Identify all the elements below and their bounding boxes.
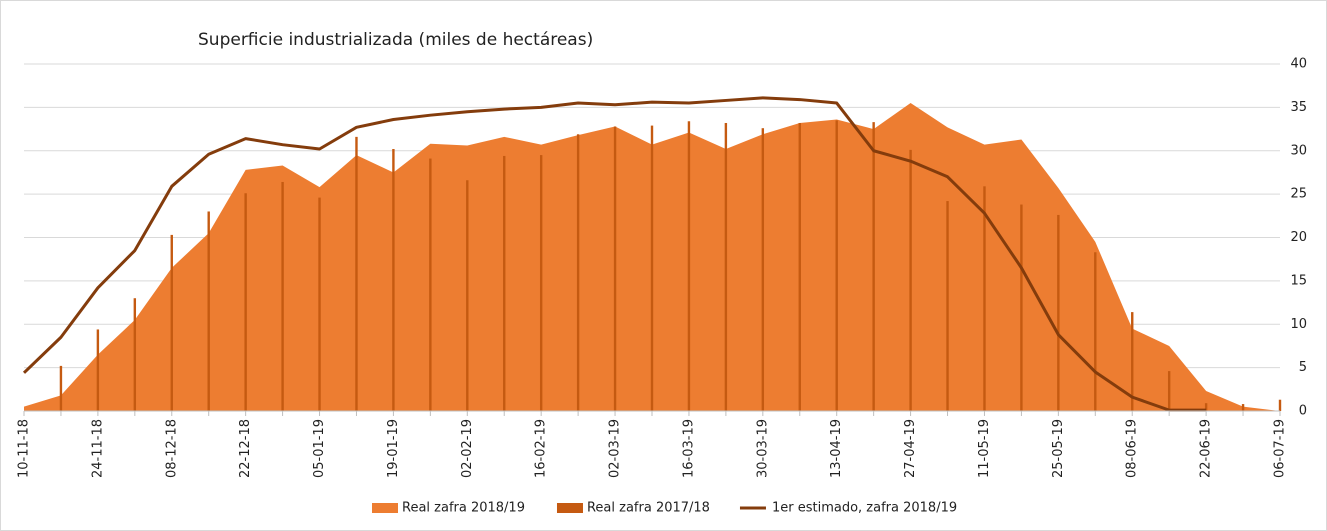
x-tick-label: 25-05-19 (1051, 419, 1066, 478)
bar (1057, 214, 1060, 411)
bar (429, 158, 432, 411)
bar (1131, 312, 1134, 411)
y-tick-label: 15 (1290, 273, 1307, 288)
x-tick-label: 11-05-19 (977, 419, 992, 478)
bar (244, 193, 247, 411)
legend-label: 1er estimado, zafra 2018/19 (772, 501, 957, 516)
bar (392, 149, 395, 411)
bar (96, 329, 100, 411)
x-tick-label: 16-02-19 (534, 419, 549, 478)
bar (466, 180, 469, 411)
bar (318, 197, 321, 411)
legend-swatch (372, 503, 398, 513)
bar (724, 122, 728, 412)
x-tick-label: 02-02-19 (460, 419, 475, 478)
bar (687, 121, 691, 411)
y-tick-label: 35 (1290, 100, 1307, 115)
bar (503, 155, 506, 411)
y-tick-label: 20 (1290, 230, 1307, 245)
bar (946, 201, 949, 411)
bar (872, 122, 875, 411)
x-tick-label: 05-01-19 (312, 419, 327, 478)
bar (170, 234, 173, 411)
bar (1278, 399, 1282, 411)
x-tick-label: 08-12-18 (164, 419, 179, 478)
x-tick-label: 19-01-19 (386, 419, 401, 478)
legend: Real zafra 2018/19 Real zafra 2017/18 1er … (372, 501, 957, 516)
bar (281, 181, 284, 411)
x-tick-label: 16-03-19 (681, 419, 696, 478)
legend-label: Real zafra 2017/18 (587, 501, 710, 516)
bar (207, 211, 210, 411)
bar (133, 298, 137, 411)
y-tick-label: 30 (1290, 143, 1307, 158)
bar (1094, 252, 1097, 411)
bar (909, 149, 912, 411)
bar (1204, 403, 1208, 411)
y-tick-label: 10 (1290, 317, 1307, 332)
y-tick-label: 5 (1299, 360, 1307, 375)
x-tick-label: 08-06-19 (1125, 419, 1140, 478)
x-tick-label: 10-11-18 (17, 419, 32, 478)
x-tick-label: 22-06-19 (1199, 419, 1214, 478)
legend-swatch (556, 503, 583, 513)
legend-label: Real zafra 2018/19 (402, 501, 525, 516)
x-tick-label: 13-04-19 (829, 419, 844, 478)
bar (355, 136, 358, 411)
x-tick-label: 24-11-18 (90, 419, 105, 478)
x-tick-label: 02-03-19 (608, 419, 623, 478)
x-tick-label: 06-07-19 (1273, 419, 1288, 478)
bar (835, 120, 838, 411)
bar (983, 186, 986, 411)
bar (1020, 204, 1023, 411)
line (22, 96, 1207, 412)
chart-title: Superficie industrializada (miles de hec… (198, 30, 593, 50)
bar (1167, 371, 1171, 411)
x-tick-label: 22-12-18 (238, 419, 253, 478)
bar (576, 134, 580, 411)
bar (761, 128, 765, 411)
bar (613, 126, 617, 412)
y-tick-label: 25 (1290, 187, 1307, 202)
bar (1241, 404, 1245, 411)
x-tick-label: 27-04-19 (903, 419, 918, 478)
bar (539, 155, 543, 411)
y-tick-label: 40 (1290, 57, 1307, 72)
x-tick-label: 30-03-19 (755, 419, 770, 478)
bar (650, 125, 654, 411)
bar (59, 365, 63, 411)
y-tick-label: 0 (1299, 404, 1307, 419)
bar (798, 122, 801, 412)
